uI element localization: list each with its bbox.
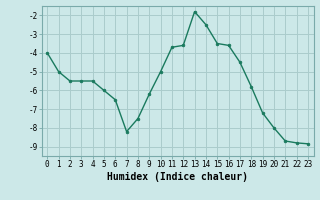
- X-axis label: Humidex (Indice chaleur): Humidex (Indice chaleur): [107, 172, 248, 182]
